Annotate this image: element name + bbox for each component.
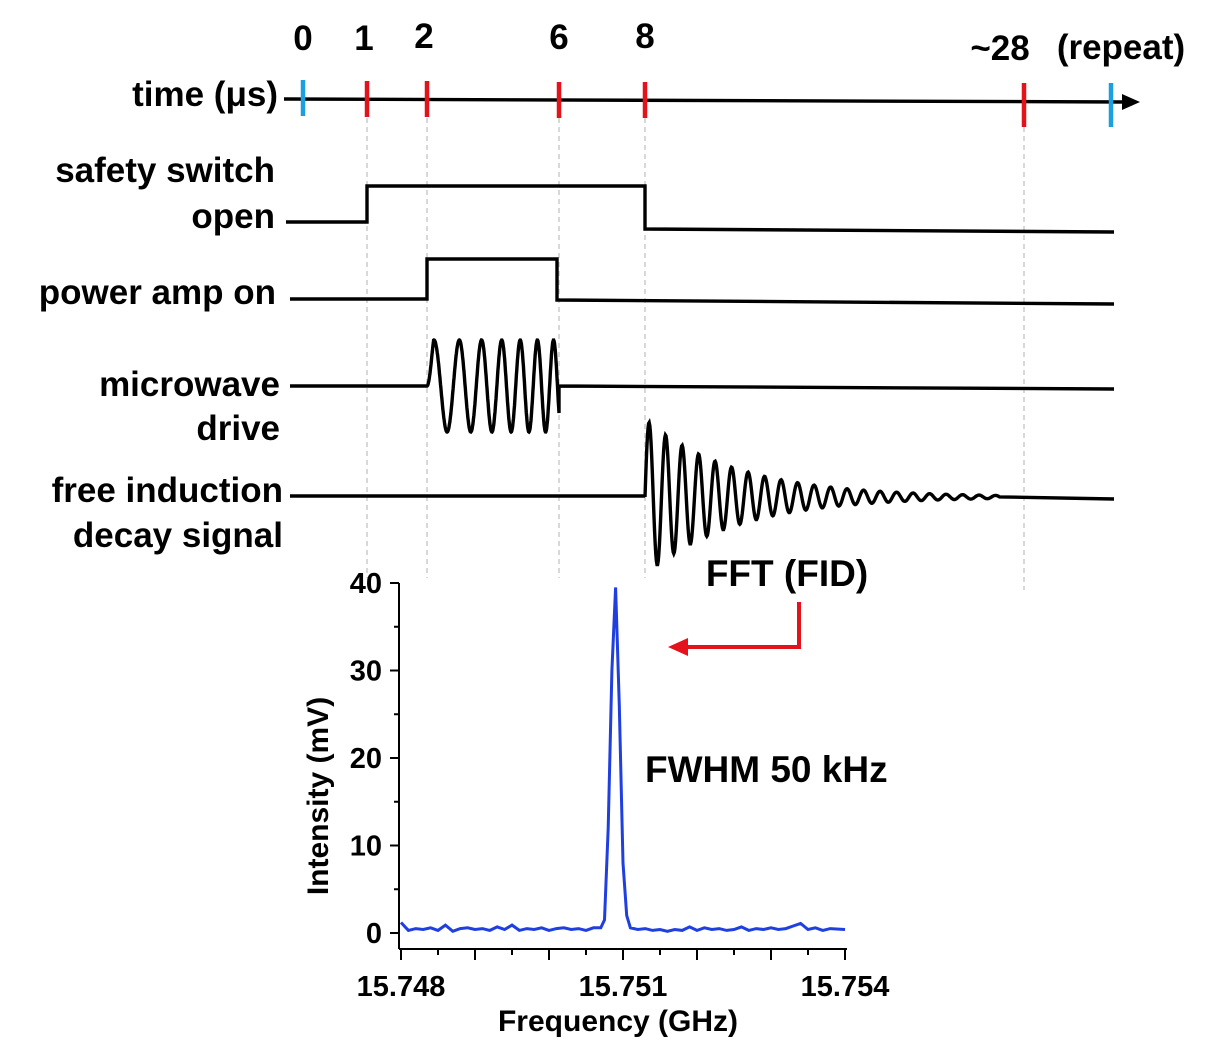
time-guides (366, 118, 1025, 590)
microwave-drive-trace (290, 338, 1115, 435)
timing-diagram: time (μs) 0 1 2 6 8 ~28 (repeat) safety … (39, 17, 1185, 590)
fft-arrow-line (686, 602, 801, 649)
tick-label-repeat: (repeat) (1057, 28, 1185, 67)
row-label-fid-line1: free induction (52, 471, 283, 510)
fwhm-label: FWHM 50 kHz (645, 749, 888, 790)
x-ticks: 15.748 15.751 15.754 (357, 949, 890, 1003)
y-tick-label: 0 (366, 918, 382, 950)
y-axis-title: Intensity (mV) (302, 697, 335, 895)
time-axis-label: time (μs) (132, 75, 278, 114)
spectrum-series-line (399, 587, 846, 934)
fft-arrow-head (668, 638, 688, 656)
row-label-safety-switch-line2: open (191, 197, 275, 236)
row-label-safety-switch-line1: safety switch (55, 151, 275, 190)
tick-label-6: 6 (549, 18, 568, 57)
x-tick-label: 15.754 (801, 971, 890, 1003)
row-label-power-amp: power amp on (39, 273, 276, 312)
row-label-microwave-line2: drive (196, 409, 280, 448)
power-amp-trace (290, 257, 1115, 306)
row-label-fid-line2: decay signal (73, 516, 283, 555)
x-axis-title: Frequency (GHz) (498, 1005, 738, 1038)
fft-label: FFT (FID) (706, 553, 868, 594)
x-tick-label: 15.751 (579, 971, 668, 1003)
tick-label-28: ~28 (970, 29, 1029, 68)
fid-signal-trace (290, 417, 1115, 567)
y-ticks: 0 10 20 30 40 (350, 568, 399, 950)
y-tick-label: 20 (350, 743, 382, 775)
tick-label-0: 0 (293, 19, 312, 58)
y-tick-label: 30 (350, 656, 382, 688)
spectrum-chart: 0 10 20 30 40 15.748 15.751 15.754 Frequency (… (302, 568, 889, 1038)
time-axis-arrowhead (1122, 94, 1140, 110)
tick-label-2: 2 (414, 17, 433, 56)
tick-label-8: 8 (635, 17, 654, 56)
safety-switch-trace (286, 184, 1115, 234)
row-label-microwave-line1: microwave (99, 365, 280, 404)
y-tick-label: 40 (350, 568, 382, 600)
tick-label-1: 1 (354, 19, 373, 58)
x-tick-label: 15.748 (357, 971, 446, 1003)
time-axis-line (283, 97, 1127, 104)
y-tick-label: 10 (350, 831, 382, 863)
